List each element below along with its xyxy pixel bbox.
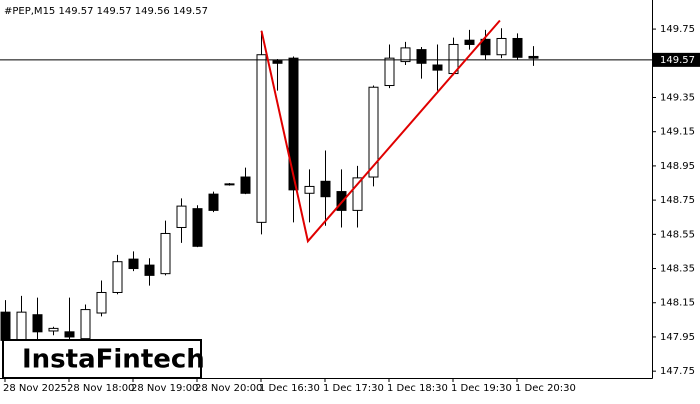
y-tick-label: 148.95: [660, 161, 695, 172]
x-tick-label: 28 Nov 19:00: [131, 383, 198, 394]
candle-body: [464, 39, 475, 45]
candle-body: [160, 232, 171, 275]
last-price-label: 149.57: [660, 55, 695, 66]
y-tick-label: 148.35: [660, 264, 695, 275]
candle-body: [80, 309, 91, 340]
y-tick-label: 148.55: [660, 229, 695, 240]
candle-body: [336, 191, 347, 211]
candle-body: [288, 57, 299, 191]
chart-title: #PEP,M15 149.57 149.57 149.56 149.57: [4, 6, 208, 17]
candle-body: [96, 291, 107, 314]
candle-body: [240, 176, 251, 194]
x-tick-label: 1 Dec 17:30: [323, 383, 384, 394]
candle-body: [512, 37, 523, 58]
x-tick-label: 28 Nov 20:00: [195, 383, 262, 394]
candle-body: [304, 185, 315, 194]
last-price-box: [652, 52, 700, 67]
candle-body: [32, 314, 43, 333]
candle-body: [432, 64, 443, 71]
candle-body: [112, 261, 123, 293]
candle-body: [352, 177, 363, 211]
y-tick-label: 149.75: [660, 24, 695, 35]
candle-body: [272, 60, 283, 64]
candle-body: [48, 327, 59, 332]
x-tick-label: 28 Nov 18:00: [67, 383, 134, 394]
pattern-line: [260, 19, 501, 244]
y-tick-label: 148.15: [660, 298, 695, 309]
candle-body: [208, 193, 219, 211]
x-tick-label: 28 Nov 2025: [3, 383, 67, 394]
x-tick-label: 1 Dec 16:30: [259, 383, 320, 394]
y-tick-label: 149.35: [660, 92, 695, 103]
y-tick-label: 148.75: [660, 195, 695, 206]
logo: InstaFintech: [22, 345, 205, 375]
x-tick-label: 1 Dec 18:30: [387, 383, 448, 394]
candle-body: [224, 183, 235, 186]
logo-box: [2, 339, 202, 379]
y-tick-label: 147.95: [660, 332, 695, 343]
candle-body: [320, 180, 331, 198]
candle-body: [16, 311, 27, 341]
x-tick-label: 1 Dec 19:30: [451, 383, 512, 394]
candle-body: [368, 86, 379, 178]
candle-body: [192, 208, 203, 247]
candle-body: [144, 264, 155, 276]
candle-body: [176, 205, 187, 228]
candle-body: [0, 311, 11, 341]
candle-body: [528, 55, 539, 59]
x-tick-label: 1 Dec 20:30: [515, 383, 576, 394]
candle-body: [256, 54, 267, 223]
candle-body: [480, 38, 491, 56]
plot-area: [0, 19, 652, 346]
y-tick-label: 147.75: [660, 366, 695, 377]
candle-body: [384, 57, 395, 87]
candle-body: [496, 37, 507, 56]
candle-body: [128, 258, 139, 270]
candle-body: [416, 49, 427, 64]
candle-body: [400, 47, 411, 63]
candle-body: [64, 331, 75, 338]
y-tick-label: 149.15: [660, 127, 695, 138]
